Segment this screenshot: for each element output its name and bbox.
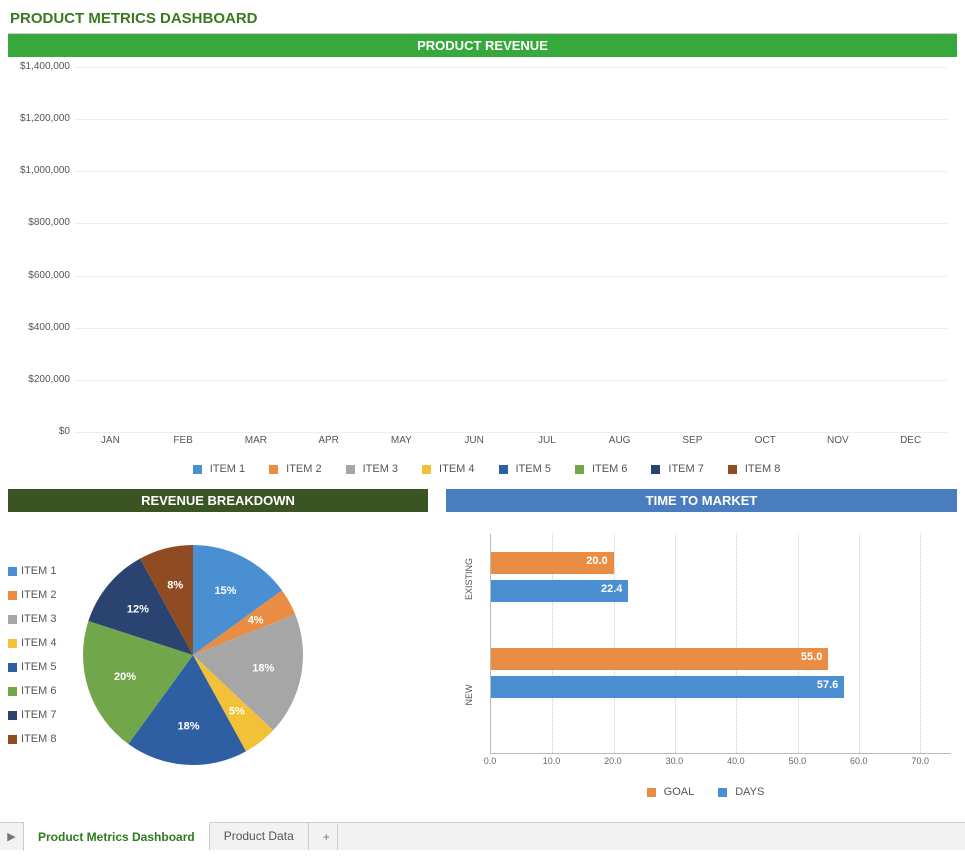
x-tick-label: DEC bbox=[884, 435, 936, 453]
x-tick-label: APR bbox=[302, 435, 354, 453]
legend-item: ITEM 6 bbox=[567, 463, 627, 475]
hbar-new-days: 57.6 bbox=[491, 676, 844, 698]
legend-item: ITEM 6 bbox=[8, 685, 56, 697]
pie-label: 18% bbox=[178, 720, 200, 732]
hbar-new-goal: 55.0 bbox=[491, 648, 828, 670]
x-tick-label: FEB bbox=[157, 435, 209, 453]
y-tick-label: $800,000 bbox=[28, 217, 70, 228]
pie-label: 15% bbox=[215, 585, 237, 597]
pie-label: 12% bbox=[127, 603, 149, 615]
x-tick-label: JAN bbox=[84, 435, 136, 453]
x-tick-label: AUG bbox=[593, 435, 645, 453]
ttm-chart: 20.0 22.4 55.0 57.6 0.0 10.0 20.0 30.0 40.0 50.0… bbox=[446, 530, 957, 780]
pie-label: 5% bbox=[229, 705, 245, 717]
x-tick-label: 10.0 bbox=[543, 756, 561, 766]
hbar-existing-days: 22.4 bbox=[491, 580, 628, 602]
legend-item: ITEM 2 bbox=[8, 589, 56, 601]
x-tick-label: NOV bbox=[812, 435, 864, 453]
pie-label: 18% bbox=[253, 662, 275, 674]
ttm-legend: GOAL DAYS bbox=[446, 780, 957, 808]
ttm-banner: TIME TO MARKET bbox=[446, 489, 957, 512]
revenue-chart: $0 $200,000 $400,000 $600,000 $800,000 $1,000… bbox=[8, 63, 957, 453]
y-tick-label: $1,000,000 bbox=[20, 165, 70, 176]
sheet-tabs: ▶ Product Metrics DashboardProduct Data … bbox=[0, 822, 965, 850]
x-tick-label: 60.0 bbox=[850, 756, 868, 766]
pie-label: 8% bbox=[168, 580, 184, 592]
x-tick-label: 20.0 bbox=[604, 756, 622, 766]
x-tick-label: SEP bbox=[666, 435, 718, 453]
pie-label: 4% bbox=[248, 614, 264, 626]
tab-add-button[interactable]: + bbox=[309, 824, 338, 850]
legend-item: ITEM 5 bbox=[491, 463, 551, 475]
y-tick-label: $400,000 bbox=[28, 322, 70, 333]
legend-item: ITEM 7 bbox=[643, 463, 703, 475]
legend-item: ITEM 3 bbox=[8, 613, 56, 625]
y-tick-label: $1,400,000 bbox=[20, 61, 70, 72]
sheet-tab[interactable]: Product Data bbox=[210, 823, 309, 850]
legend-item: ITEM 8 bbox=[720, 463, 780, 475]
legend-item: ITEM 4 bbox=[8, 637, 56, 649]
legend-item: ITEM 8 bbox=[8, 733, 56, 745]
category-label: EXISTING bbox=[464, 570, 474, 600]
pie-label: 20% bbox=[114, 671, 136, 683]
hbar-existing-goal: 20.0 bbox=[491, 552, 614, 574]
sheet-tab[interactable]: Product Metrics Dashboard bbox=[24, 822, 210, 850]
x-tick-label: JUN bbox=[448, 435, 500, 453]
legend-item: ITEM 1 bbox=[185, 463, 245, 475]
x-tick-label: 30.0 bbox=[666, 756, 684, 766]
page-title: PRODUCT METRICS DASHBOARD bbox=[8, 6, 957, 33]
breakdown-legend: ITEM 1 ITEM 2 ITEM 3 ITEM 4 ITEM 5 ITEM 6 ITEM… bbox=[8, 565, 56, 745]
legend-item: ITEM 4 bbox=[414, 463, 474, 475]
legend-item: ITEM 5 bbox=[8, 661, 56, 673]
x-tick-label: 50.0 bbox=[789, 756, 807, 766]
x-tick-label: 0.0 bbox=[484, 756, 497, 766]
legend-item: ITEM 7 bbox=[8, 709, 56, 721]
y-tick-label: $600,000 bbox=[28, 270, 70, 281]
breakdown-banner: REVENUE BREAKDOWN bbox=[8, 489, 428, 512]
legend-item: ITEM 3 bbox=[338, 463, 398, 475]
revenue-legend: ITEM 1 ITEM 2 ITEM 3 ITEM 4 ITEM 5 ITEM 6 ITEM… bbox=[8, 457, 957, 485]
legend-item: GOAL bbox=[639, 786, 695, 798]
legend-item: DAYS bbox=[710, 786, 764, 798]
y-tick-label: $1,200,000 bbox=[20, 113, 70, 124]
x-tick-label: JUL bbox=[521, 435, 573, 453]
breakdown-pie: 15% 4% 18% 5% 18% 20% 12% 8% bbox=[68, 530, 318, 780]
legend-item: ITEM 2 bbox=[261, 463, 321, 475]
x-tick-label: OCT bbox=[739, 435, 791, 453]
legend-item: ITEM 1 bbox=[8, 565, 56, 577]
x-tick-label: MAY bbox=[375, 435, 427, 453]
category-label: NEW bbox=[464, 680, 474, 710]
y-tick-label: $200,000 bbox=[28, 374, 70, 385]
x-tick-label: MAR bbox=[230, 435, 282, 453]
revenue-banner: PRODUCT REVENUE bbox=[8, 33, 957, 57]
x-tick-label: 70.0 bbox=[912, 756, 930, 766]
tab-scroll-icon[interactable]: ▶ bbox=[0, 823, 24, 851]
x-tick-label: 40.0 bbox=[727, 756, 745, 766]
y-tick-label: $0 bbox=[59, 426, 70, 437]
